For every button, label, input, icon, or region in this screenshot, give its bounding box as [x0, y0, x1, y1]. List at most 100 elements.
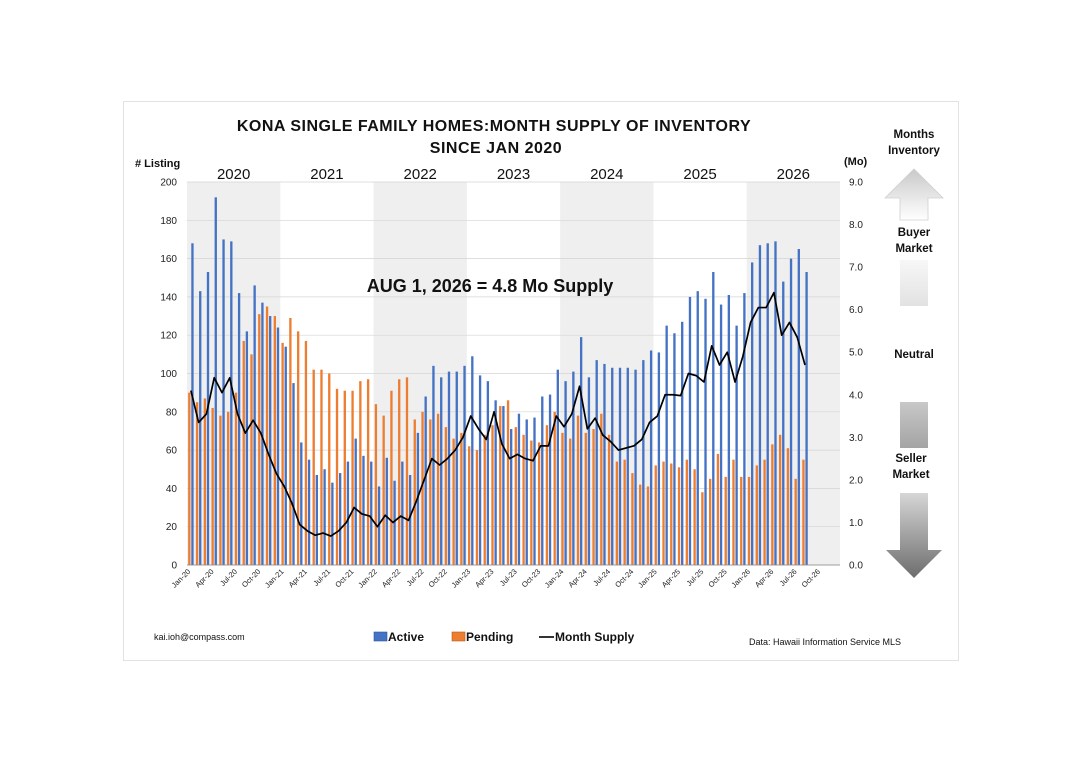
bar-pending [623, 459, 626, 565]
bar-pending [436, 413, 440, 565]
left-tick-label: 120 [160, 331, 177, 342]
legend-swatch-active [373, 631, 388, 642]
bar-active [603, 363, 606, 565]
bar-pending [211, 407, 214, 565]
right-tick-label: 4.0 [849, 390, 863, 401]
bar-active [245, 331, 249, 565]
x-tick-label: Oct-22 [427, 567, 449, 589]
legend-label-pending: Pending [466, 630, 513, 644]
x-tick-label: Oct-26 [800, 567, 822, 589]
bar-active [541, 396, 544, 565]
bar-pending [755, 465, 758, 565]
bar-pending [670, 463, 673, 565]
x-tick-label: Oct-25 [706, 567, 728, 589]
x-tick-label: Jul-26 [778, 567, 799, 588]
left-tick-label: 100 [160, 369, 177, 380]
bar-active [478, 375, 482, 565]
year-label-2023: 2023 [497, 166, 530, 183]
footer-source: Data: Hawaii Information Service MLS [749, 637, 901, 647]
bar-active [338, 473, 342, 565]
bar-active [331, 482, 334, 565]
bar-active [556, 369, 559, 565]
x-tick-label: Jul-21 [311, 567, 332, 588]
bar-pending [716, 453, 720, 565]
bar-active [455, 371, 458, 565]
line-group [190, 291, 806, 537]
bar-active [572, 371, 575, 565]
bar-active [758, 245, 762, 565]
left-tick-label: 180 [160, 216, 177, 227]
legend-label-month-supply: Month Supply [555, 630, 635, 644]
buyer-arrow-up-icon [884, 168, 944, 221]
bar-pending [234, 392, 238, 565]
right-tick-label: 0.0 [849, 561, 863, 572]
bar-active [533, 417, 536, 565]
buyer-label-line-1: Buyer [898, 227, 931, 239]
buyer-label-line-2: Market [895, 243, 932, 255]
bar-pending [778, 434, 782, 565]
bar-pending [452, 438, 455, 565]
x-tick-label: Jan-22 [356, 567, 379, 590]
bar-pending [763, 459, 766, 565]
year-label-2021: 2021 [310, 166, 343, 183]
bar-active [269, 316, 272, 565]
bar-pending [460, 432, 463, 565]
bar-active [432, 365, 435, 565]
bar-active [751, 262, 754, 565]
bar-pending [654, 465, 657, 565]
bar-active [782, 281, 785, 565]
bar-pending [592, 429, 595, 565]
x-tick-label: Jan-26 [729, 567, 752, 590]
bar-pending [506, 400, 510, 565]
left-tick-label: 60 [166, 446, 178, 457]
bar-pending [203, 398, 207, 565]
bar-pending [709, 478, 712, 565]
bar-active [323, 469, 326, 565]
bar-pending [576, 415, 580, 565]
right-tick-label: 3.0 [849, 433, 863, 444]
bar-active [354, 438, 357, 565]
x-tick-label: Oct-23 [520, 567, 542, 589]
year-label-2026: 2026 [777, 166, 810, 183]
left-tick-label: 40 [166, 484, 178, 495]
axes-group: Jan-20 Apr-20 Jul-20 Oct-20 Jan-21 Apr-21 Jul-… [170, 564, 840, 590]
bar-active [494, 400, 497, 565]
bar-active [618, 367, 622, 565]
bar-pending [522, 434, 525, 565]
bar-pending [701, 492, 704, 565]
bar-active [688, 296, 692, 565]
bar-active [471, 356, 474, 565]
bar-pending [296, 331, 300, 565]
bar-active [735, 325, 738, 565]
right-tick-label: 8.0 [849, 220, 863, 231]
bar-pending [483, 434, 486, 565]
bar-active [548, 394, 552, 565]
right-tick-label: 6.0 [849, 305, 863, 316]
bar-active [673, 333, 676, 565]
bar-pending [607, 434, 611, 565]
bar-active [766, 243, 769, 565]
bar-active [237, 293, 241, 565]
left-tick-label: 140 [160, 292, 177, 303]
bar-active [300, 442, 303, 565]
right-tick-label: 2.0 [849, 475, 863, 486]
side-heading-line-2: Inventory [888, 145, 940, 157]
bar-pending [631, 473, 634, 565]
x-tick-label: Jul-25 [685, 567, 706, 588]
bar-pending [195, 402, 199, 565]
bar-pending [514, 427, 517, 565]
bar-active [774, 241, 777, 566]
bar-pending [343, 390, 346, 565]
right-axis-title: (Mo) [844, 156, 868, 168]
x-tick-label: Jan-23 [450, 567, 473, 590]
bar-active [587, 377, 591, 565]
legend-label-active: Active [388, 630, 424, 644]
bar-pending [724, 476, 727, 565]
month-supply-line [190, 291, 806, 537]
year-label-2025: 2025 [683, 166, 716, 183]
bar-pending [265, 306, 269, 565]
bar-active [611, 367, 614, 565]
x-tick-label: Apr-21 [287, 567, 309, 589]
bar-pending [499, 406, 502, 565]
